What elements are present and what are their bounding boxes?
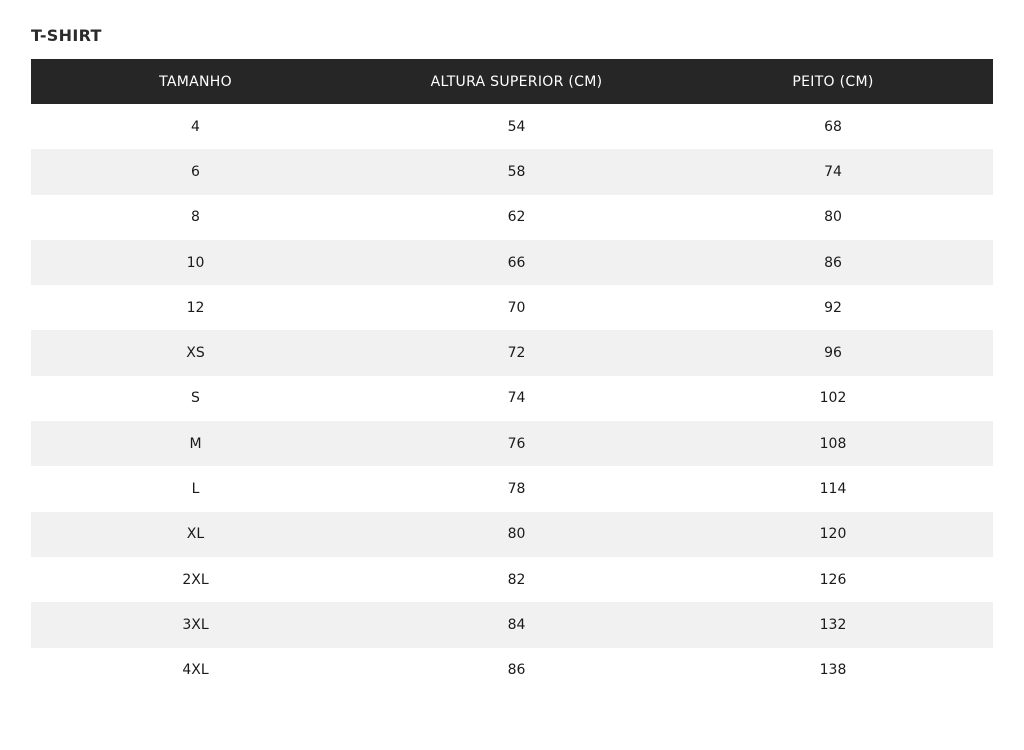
cell-size: 12: [186, 299, 205, 316]
table-row: L 78 114: [31, 466, 993, 511]
column-header-height: ALTURA SUPERIOR (CM): [360, 59, 673, 104]
cell-size: 2XL: [182, 571, 209, 588]
cell-size: 4: [191, 118, 200, 135]
cell-chest: 114: [819, 481, 847, 498]
cell-height: 82: [507, 571, 526, 588]
cell-chest: 120: [673, 511, 993, 557]
table-row: 6 58 74: [31, 149, 993, 195]
cell-height: 54: [507, 118, 526, 135]
table-row: XL 80 120: [31, 511, 993, 557]
cell-size: 4XL: [182, 662, 209, 679]
table-row: 12 70 92: [31, 285, 993, 330]
cell-chest: 68: [824, 118, 842, 135]
size-chart-table: TAMANHO ALTURA SUPERIOR (CM) PEITO (CM) …: [31, 59, 993, 693]
table-row: 2XL 82 126: [31, 557, 993, 602]
cell-height: 70: [507, 299, 526, 316]
page-title: T-SHIRT: [31, 26, 102, 45]
cell-size: XL: [31, 511, 360, 557]
cell-size: XS: [31, 330, 360, 376]
cell-size: 6: [31, 149, 360, 195]
table-row: 10 66 86: [31, 239, 993, 286]
table-row: 3XL 84 132: [31, 602, 993, 648]
cell-size: L: [191, 481, 200, 498]
cell-chest: 126: [819, 571, 847, 588]
cell-size: M: [31, 421, 360, 467]
cell-height: 80: [360, 511, 673, 557]
cell-height: 84: [360, 602, 673, 648]
table-row: XS 72 96: [31, 330, 993, 376]
table-row: 4 54 68: [31, 104, 993, 149]
table-header-row: TAMANHO ALTURA SUPERIOR (CM) PEITO (CM): [31, 59, 993, 104]
cell-chest: 132: [673, 602, 993, 648]
cell-size: 3XL: [31, 602, 360, 648]
cell-height: 86: [507, 662, 526, 679]
table-row: 8 62 80: [31, 195, 993, 240]
cell-height: 78: [507, 481, 526, 498]
cell-chest: 74: [673, 149, 993, 195]
cell-size: 8: [191, 209, 200, 226]
column-header-chest: PEITO (CM): [673, 59, 993, 104]
cell-height: 76: [360, 421, 673, 467]
table-row: 4XL 86 138: [31, 648, 993, 693]
cell-chest: 86: [673, 239, 993, 286]
cell-size: S: [191, 390, 200, 407]
cell-size: 10: [31, 239, 360, 286]
cell-height: 74: [507, 390, 526, 407]
cell-height: 58: [360, 149, 673, 195]
cell-chest: 96: [673, 330, 993, 376]
cell-chest: 108: [673, 421, 993, 467]
table-row: S 74 102: [31, 376, 993, 421]
cell-chest: 80: [824, 209, 842, 226]
cell-height: 62: [507, 209, 526, 226]
cell-height: 72: [360, 330, 673, 376]
column-header-size: TAMANHO: [31, 59, 360, 104]
cell-chest: 102: [819, 390, 847, 407]
cell-chest: 138: [819, 662, 847, 679]
cell-chest: 92: [824, 299, 842, 316]
cell-height: 66: [360, 239, 673, 286]
table-row: M 76 108: [31, 421, 993, 467]
